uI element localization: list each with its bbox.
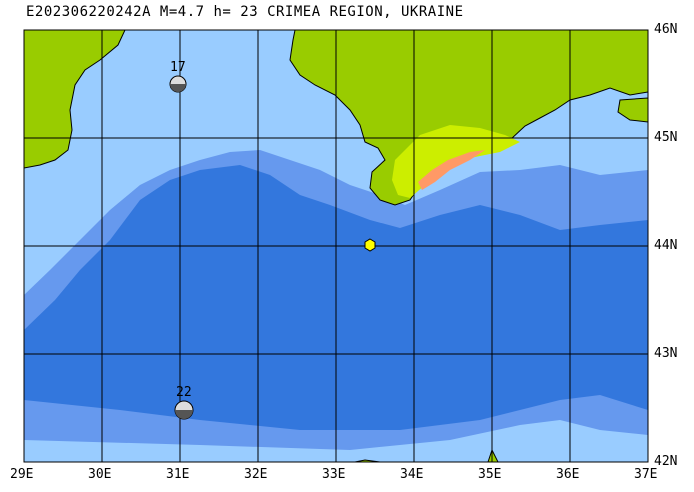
land-crimea [289,30,648,206]
lat-label-44n: 44N [654,238,678,253]
land-kerch [617,97,648,123]
graticule [23,29,649,463]
land-west [24,30,126,169]
lat-label-45n: 45N [654,130,678,145]
station-label-22: 22 [176,385,192,400]
lat-label-42n: 42N [654,454,678,469]
lon-label-35e: 35E [478,467,502,482]
lon-label-32e: 32E [244,467,268,482]
lon-label-33e: 33E [322,467,346,482]
lat-label-43n: 43N [654,346,678,361]
land-peak [418,150,485,190]
lat-label-46n: 46N [654,22,678,37]
station-label-17: 17 [170,60,186,75]
station-22[interactable] [174,400,194,420]
lon-label-29e: 29E [10,467,34,482]
lon-label-30e: 30E [88,467,112,482]
lon-label-31e: 31E [166,467,190,482]
land-south [354,448,499,462]
lon-label-36e: 36E [556,467,580,482]
epicenter-marker[interactable] [364,238,376,252]
lon-label-37e: 37E [634,467,658,482]
station-17[interactable] [169,75,187,93]
map-title: E202306220242A M=4.7 h= 23 CRIMEA REGION… [26,4,464,20]
lon-label-34e: 34E [400,467,424,482]
